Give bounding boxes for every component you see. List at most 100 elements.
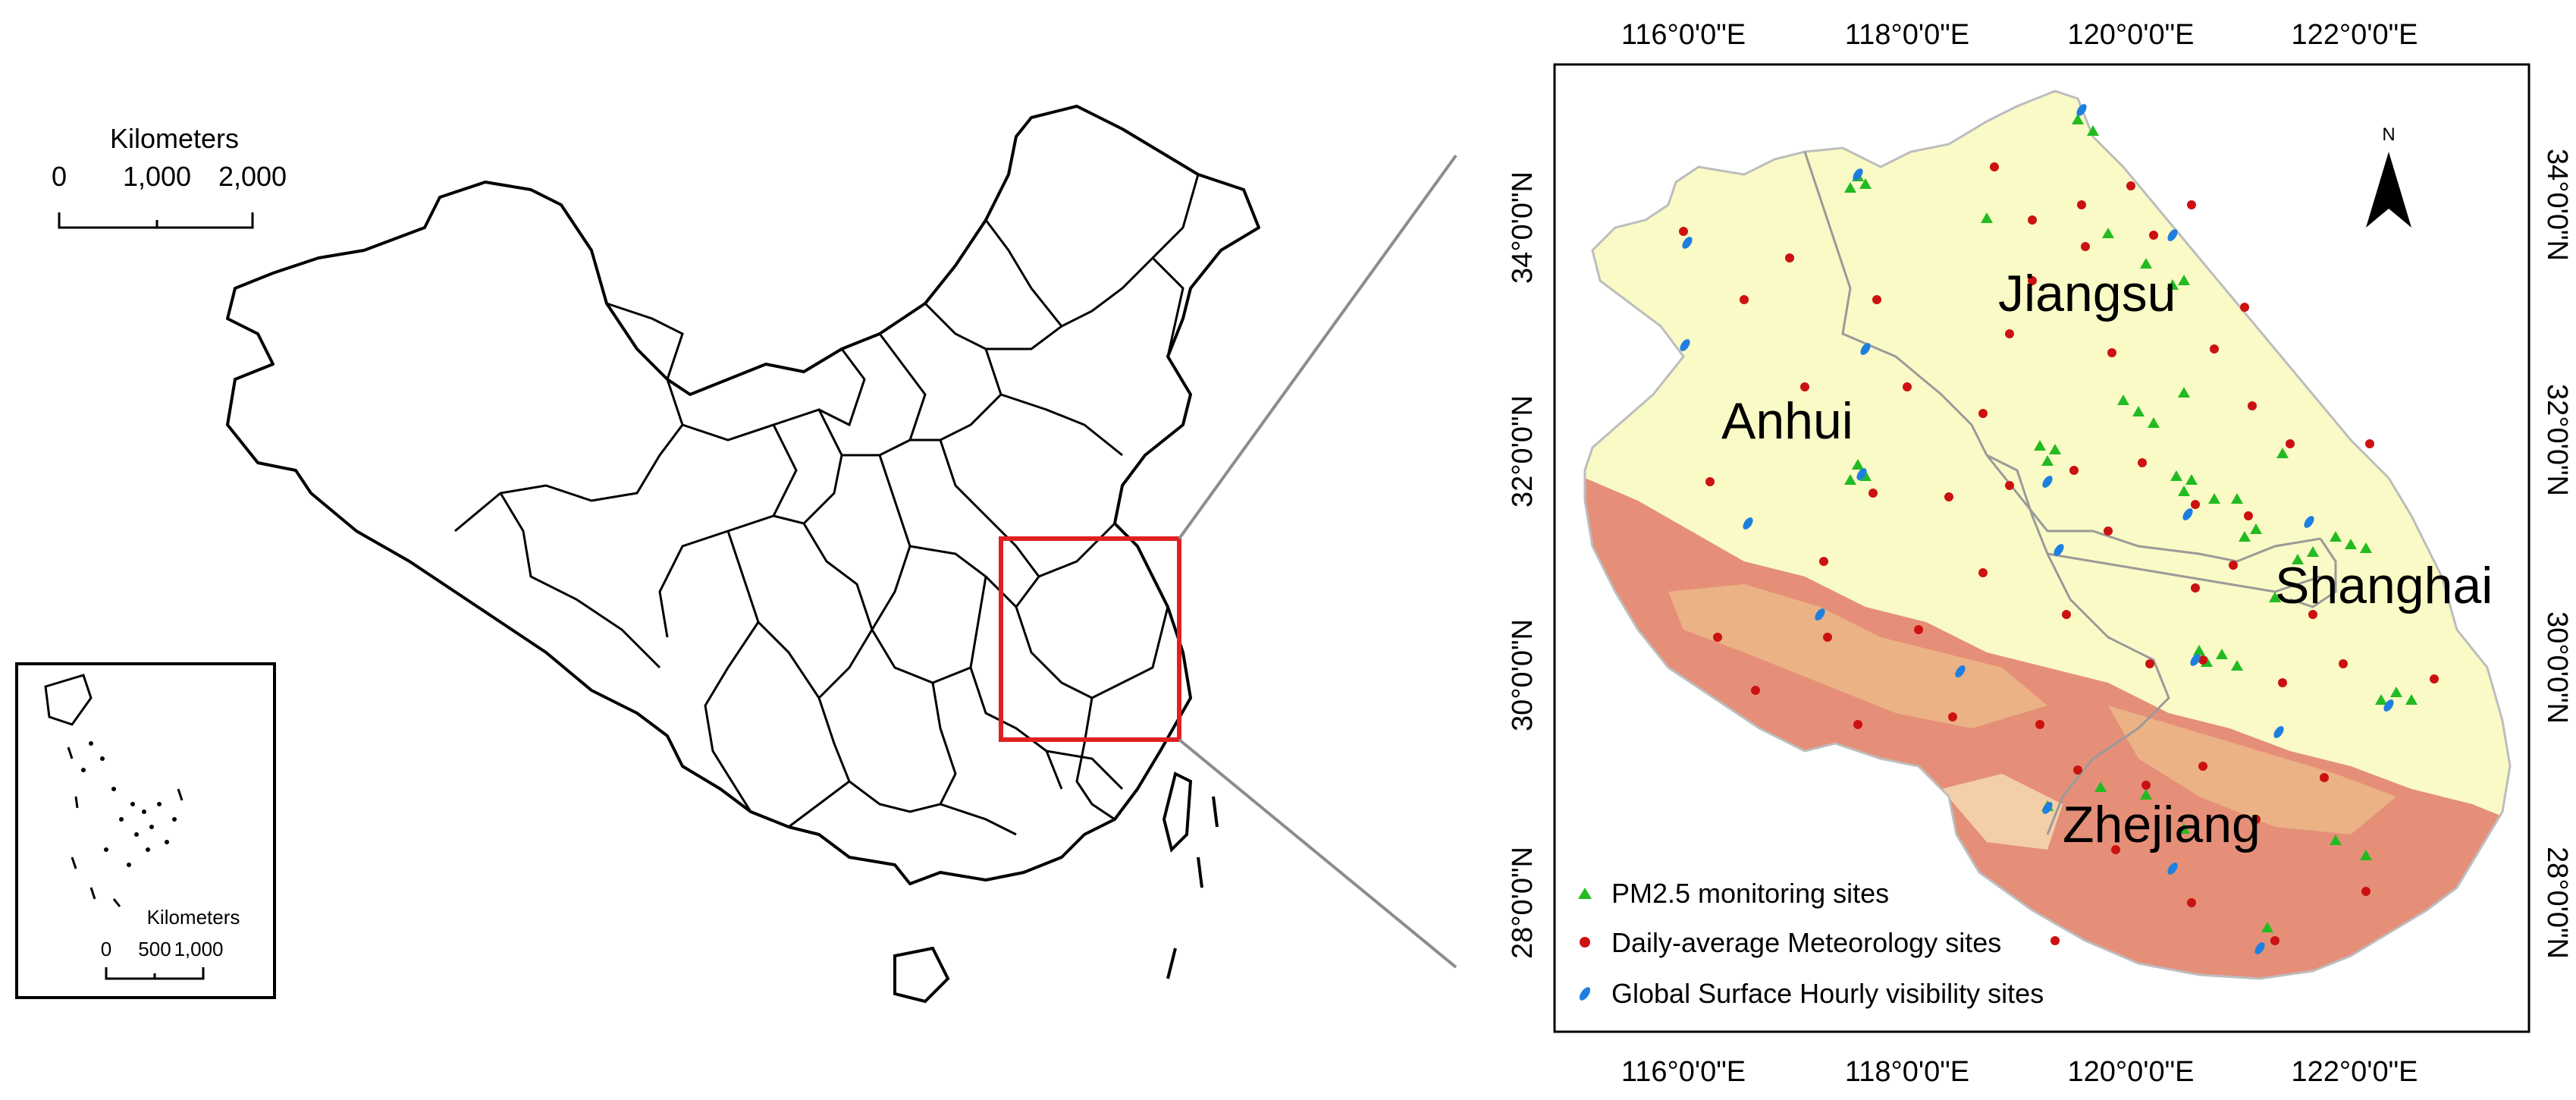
met-site-marker — [2077, 200, 2086, 209]
pm25-site-marker — [1844, 474, 1856, 485]
region-label-anhui: Anhui — [1721, 392, 1853, 450]
met-site-marker — [2138, 458, 2147, 467]
visibility-site-marker — [2042, 476, 2053, 488]
region-label-jiangsu: Jiangsu — [1998, 265, 2176, 322]
latitude-labels-left: 34°0'0"N 32°0'0"N 30°0'0"N 28°0'0"N — [1507, 171, 1539, 959]
pm25-site-marker — [2330, 834, 2342, 845]
met-site-marker — [1705, 477, 1715, 486]
met-site-marker — [2028, 276, 2037, 285]
triangle-icon — [1578, 888, 1592, 899]
met-site-marker — [2126, 181, 2135, 190]
lat-tick-label: 32°0'0"N — [1507, 395, 1539, 508]
scale-bar-line — [58, 212, 254, 229]
met-site-marker — [2028, 215, 2037, 225]
pm25-site-marker — [2087, 125, 2099, 136]
latitude-labels-right: 34°0'0"N 32°0'0"N 30°0'0"N 28°0'0"N — [2541, 149, 2573, 959]
inset-scale-unit: Kilometers — [147, 906, 240, 929]
lon-tick-label: 122°0'0"E — [2292, 19, 2418, 51]
pm25-site-marker — [2178, 823, 2190, 834]
pm25-site-marker — [2208, 493, 2220, 504]
visibility-site-marker — [1955, 665, 1966, 677]
region-outline — [1583, 90, 2512, 980]
circle-icon — [1580, 937, 1590, 948]
lat-tick-label: 28°0'0"N — [1507, 847, 1539, 959]
study-area-highlight — [999, 536, 1181, 742]
zoom-connector-bottom — [1178, 738, 1457, 969]
pm25-site-marker — [2117, 394, 2129, 405]
south-china-sea-inset: Kilometers 0 500 1,000 — [15, 662, 276, 999]
visibility-site-marker — [2054, 544, 2064, 556]
visibility-site-marker — [2167, 229, 2178, 241]
inset-scale-tick-label: 1,000 — [174, 938, 223, 960]
met-site-marker — [1785, 253, 1794, 262]
met-site-marker — [2005, 329, 2014, 338]
pm25-site-marker — [1859, 178, 1872, 189]
pm25-site-marker — [2292, 554, 2304, 564]
scale-bar-tick-label: 2,000 — [218, 161, 287, 192]
inset-scale-tick-label: 0 — [101, 938, 111, 960]
leaf-icon — [1579, 987, 1591, 1001]
pm25-site-marker — [2276, 448, 2289, 458]
pm25-site-marker — [2239, 531, 2251, 542]
met-site-marker — [2005, 481, 2014, 490]
lat-tick-label: 32°0'0"N — [2541, 384, 2573, 496]
pm25-site-marker — [1852, 459, 1864, 470]
longitude-labels-bottom: 116°0'0"E 118°0'0"E 120°0'0"E 122°0'0"E — [1621, 1056, 2418, 1088]
met-site-marker — [1740, 295, 1749, 304]
met-site-marker — [2339, 659, 2348, 668]
pm25-site-marker — [1844, 182, 1856, 193]
visibility-site-marker — [2190, 654, 2201, 666]
met-site-marker — [2248, 401, 2257, 410]
visibility-site-marker — [1680, 339, 1690, 351]
visibility-site-marker — [1853, 168, 1863, 181]
legend-item-visibility: Global Surface Hourly visibility sites — [1579, 978, 2044, 1009]
met-site-marker — [2035, 720, 2044, 729]
pm25-site-marker — [2049, 444, 2061, 454]
pm25-site-marker — [2250, 523, 2262, 534]
met-site-marker — [2073, 765, 2082, 775]
visibility-site-marker — [1856, 468, 1867, 480]
met-site-marker — [2240, 303, 2249, 312]
met-site-marker — [2191, 500, 2200, 509]
visibility-site-marker — [2076, 104, 2087, 116]
scale-bar: Kilometers 0 1,000 2,000 — [52, 123, 287, 229]
pm25-site-marker — [1981, 212, 1993, 223]
met-site-marker — [1948, 712, 1957, 721]
met-site-marker — [2270, 936, 2279, 945]
met-site-marker — [2111, 845, 2120, 854]
met-site-marker — [2244, 511, 2253, 520]
lon-tick-label: 116°0'0"E — [1621, 1056, 1746, 1088]
met-site-marker — [1713, 633, 1722, 642]
china-map: Kilometers 0 1,000 2,000 Kilometers 0 — [15, 105, 1260, 1004]
visibility-site-marker — [1682, 237, 1693, 249]
met-site-marker — [2361, 887, 2370, 896]
hainan-island — [893, 946, 950, 1004]
met-site-marker — [2104, 526, 2113, 536]
pm25-site-marker — [2178, 486, 2190, 496]
met-site-marker — [1819, 557, 1828, 566]
met-site-marker — [2430, 674, 2439, 684]
met-site-marker — [2081, 242, 2090, 251]
pm25-site-marker — [2072, 114, 2084, 124]
visibility-site-marker — [1743, 517, 1753, 530]
pm25-site-marker — [2167, 279, 2179, 290]
pm25-site-marker — [2375, 694, 2387, 705]
pm25-site-marker — [2041, 455, 2054, 466]
pm25-site-marker — [2132, 406, 2145, 416]
met-site-marker — [2187, 898, 2196, 907]
met-site-marker — [1914, 625, 1923, 634]
lat-tick-label: 28°0'0"N — [2541, 847, 2573, 959]
lat-tick-label: 34°0'0"N — [2541, 149, 2573, 261]
legend-item-meteorology: Daily-average Meteorology sites — [1580, 927, 2001, 958]
pm25-site-marker — [2193, 645, 2205, 655]
met-site-marker — [1978, 568, 1988, 577]
lon-tick-label: 118°0'0"E — [1845, 1056, 1969, 1088]
pm25-site-marker — [2330, 531, 2342, 542]
met-site-marker — [2278, 678, 2287, 687]
legend-label: PM2.5 monitoring sites — [1611, 878, 1889, 909]
pm25-site-marker — [2231, 660, 2243, 671]
zoom-connector-top — [1178, 154, 1457, 540]
met-site-marker — [2308, 610, 2317, 619]
met-site-marker — [1679, 227, 1688, 236]
met-site-marker — [2187, 200, 2196, 209]
